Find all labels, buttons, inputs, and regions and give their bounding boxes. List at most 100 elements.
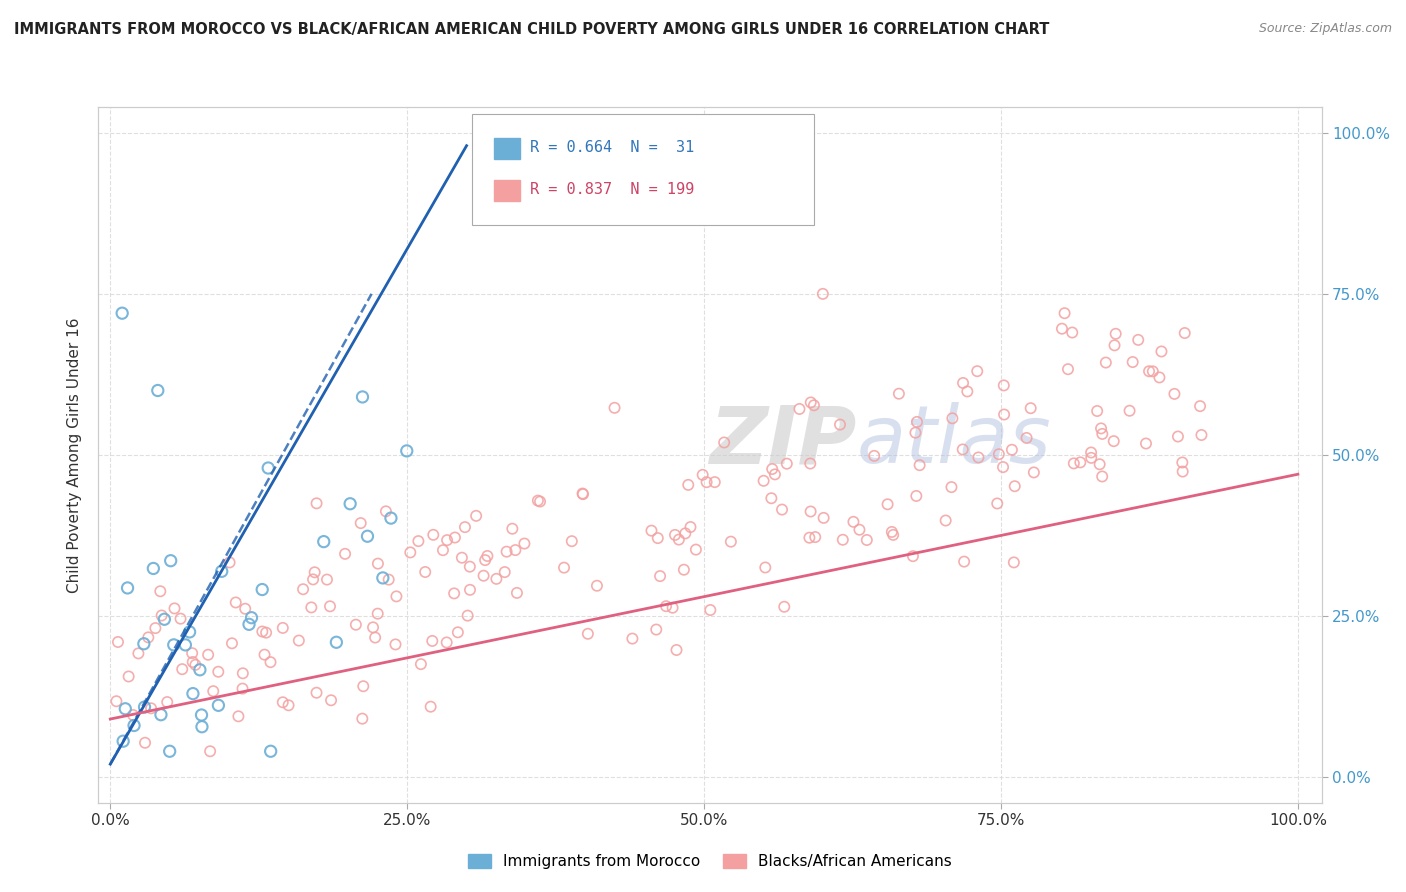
Point (752, 474, 775, 488)
Point (202, 684, 225, 698)
Point (356, 529, 378, 543)
Point (703, 475, 725, 489)
Point (377, 573, 399, 587)
Point (333, 547, 356, 561)
Point (149, 707, 172, 722)
Point (603, 401, 626, 415)
Point (319, 599, 342, 614)
Point (136, 631, 159, 645)
Point (800, 504, 823, 518)
Point (553, 560, 575, 574)
Point (1085, 404, 1108, 418)
Point (887, 386, 910, 401)
Legend: Immigrants from Morocco, Blacks/African Americans: Immigrants from Morocco, Blacks/African … (461, 848, 959, 875)
Point (163, 601, 186, 615)
Point (586, 579, 609, 593)
Point (1142, 364, 1164, 378)
Point (172, 662, 194, 676)
Point (432, 543, 454, 558)
Point (436, 533, 458, 548)
Point (685, 542, 707, 557)
Point (339, 497, 361, 511)
Point (713, 435, 735, 450)
Point (952, 376, 974, 390)
Point (385, 590, 408, 604)
Point (506, 586, 529, 600)
Point (1104, 338, 1126, 352)
Text: R = 0.837  N = 199: R = 0.837 N = 199 (530, 182, 695, 196)
Point (494, 565, 516, 579)
Point (1167, 429, 1189, 443)
Point (1080, 450, 1102, 465)
Point (169, 612, 191, 626)
Point (1090, 421, 1112, 435)
Text: R = 0.664  N =  31: R = 0.664 N = 31 (530, 140, 695, 155)
Point (1002, 555, 1025, 569)
Point (257, 461, 280, 475)
Point (935, 514, 957, 528)
Point (159, 554, 181, 568)
Point (1149, 370, 1171, 384)
Point (163, 638, 186, 652)
Point (228, 709, 250, 723)
Point (679, 520, 702, 534)
Point (661, 600, 683, 615)
Point (1063, 456, 1085, 470)
Point (142, 561, 165, 575)
Point (1163, 387, 1185, 401)
Point (114, 702, 136, 716)
Point (134, 736, 156, 750)
Point (477, 549, 499, 563)
Point (259, 655, 281, 669)
Point (198, 744, 221, 758)
Point (367, 557, 389, 571)
Point (576, 627, 599, 641)
Point (789, 401, 811, 416)
Point (134, 700, 156, 714)
Point (770, 502, 793, 516)
Point (292, 582, 315, 597)
Point (1150, 344, 1173, 359)
Point (153, 612, 176, 626)
Point (1004, 479, 1026, 493)
Point (146, 384, 169, 398)
Point (380, 511, 402, 525)
Point (252, 624, 274, 639)
Y-axis label: Child Poverty Among Girls Under 16: Child Poverty Among Girls Under 16 (67, 318, 83, 592)
Point (1062, 326, 1084, 340)
Point (250, 582, 273, 597)
Point (122, 718, 145, 732)
Point (1001, 442, 1024, 457)
Point (640, 524, 662, 538)
Point (420, 634, 443, 648)
Point (145, 621, 167, 635)
Point (1122, 355, 1144, 369)
Point (413, 565, 436, 579)
Point (1095, 355, 1118, 369)
Point (848, 523, 870, 537)
Point (231, 681, 253, 696)
Point (908, 458, 931, 472)
Point (454, 520, 477, 534)
Point (561, 534, 583, 549)
Point (211, 564, 233, 578)
Point (699, 603, 721, 617)
Point (444, 531, 467, 545)
Point (184, 657, 207, 672)
Point (1022, 466, 1045, 480)
Point (107, 635, 129, 649)
Point (260, 744, 283, 758)
Point (842, 515, 865, 529)
Point (901, 549, 924, 563)
Point (665, 643, 688, 657)
Point (408, 534, 430, 549)
Point (127, 646, 149, 660)
Point (150, 608, 173, 623)
Point (905, 415, 928, 429)
Point (941, 411, 963, 425)
Point (443, 586, 465, 600)
Point (451, 550, 474, 565)
Point (678, 478, 700, 492)
Point (882, 528, 904, 542)
Point (181, 687, 204, 701)
